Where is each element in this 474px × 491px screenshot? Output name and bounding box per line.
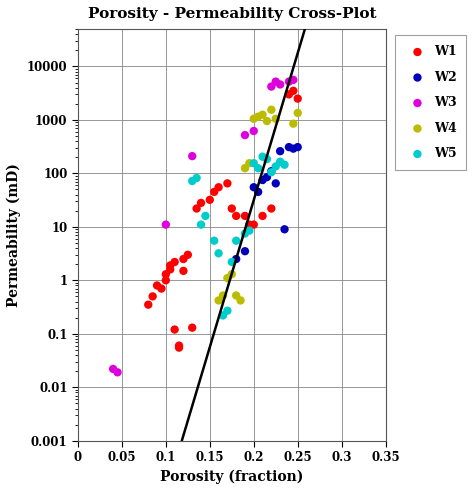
W1 xyxy=(285,90,293,98)
W4 xyxy=(219,292,227,300)
W1 xyxy=(184,251,191,259)
W5 xyxy=(219,311,227,319)
W1 xyxy=(206,196,214,204)
W5 xyxy=(276,158,284,165)
W2 xyxy=(259,176,266,184)
W5 xyxy=(263,155,271,163)
W1 xyxy=(250,220,257,228)
W4 xyxy=(290,120,297,128)
W2 xyxy=(267,167,275,175)
W4 xyxy=(294,109,301,117)
W4 xyxy=(237,297,245,304)
W3 xyxy=(250,127,257,135)
W1 xyxy=(175,344,183,352)
W2 xyxy=(285,143,293,151)
W3 xyxy=(285,78,293,85)
W3 xyxy=(109,365,117,373)
W1 xyxy=(180,255,187,263)
W5 xyxy=(246,227,253,235)
W5 xyxy=(228,258,236,266)
W4 xyxy=(272,115,280,123)
W5 xyxy=(250,159,257,167)
W3 xyxy=(276,81,284,88)
W4 xyxy=(267,106,275,113)
W5 xyxy=(267,168,275,176)
W1 xyxy=(215,183,222,191)
W2 xyxy=(232,255,240,263)
X-axis label: Porosity (fraction): Porosity (fraction) xyxy=(160,470,303,484)
W1 xyxy=(158,285,165,293)
W1 xyxy=(180,267,187,275)
W1 xyxy=(175,342,183,350)
W4 xyxy=(215,297,222,304)
W3 xyxy=(272,78,280,85)
W4 xyxy=(224,274,231,282)
W5 xyxy=(224,307,231,315)
W5 xyxy=(197,220,205,228)
W5 xyxy=(201,212,209,220)
W1 xyxy=(189,324,196,331)
W5 xyxy=(210,237,218,245)
W3 xyxy=(114,368,121,376)
W1 xyxy=(162,270,170,278)
W4 xyxy=(255,113,262,121)
W3 xyxy=(241,131,249,139)
W1 xyxy=(267,205,275,213)
W4 xyxy=(259,111,266,119)
W5 xyxy=(215,249,222,257)
W3 xyxy=(162,220,170,228)
W1 xyxy=(241,212,249,220)
W5 xyxy=(232,237,240,245)
W1 xyxy=(290,87,297,95)
W1 xyxy=(224,179,231,187)
Legend: W1, W2, W3, W4, W5: W1, W2, W3, W4, W5 xyxy=(395,35,466,170)
W2 xyxy=(276,147,284,155)
W5 xyxy=(255,164,262,172)
W2 xyxy=(281,225,288,233)
W5 xyxy=(241,230,249,238)
W1 xyxy=(210,188,218,196)
W2 xyxy=(290,145,297,153)
W2 xyxy=(263,173,271,181)
W1 xyxy=(149,293,156,300)
W5 xyxy=(272,163,280,170)
W2 xyxy=(255,188,262,196)
W1 xyxy=(166,266,174,273)
Title: Porosity - Permeability Cross-Plot: Porosity - Permeability Cross-Plot xyxy=(88,7,376,21)
W4 xyxy=(246,159,253,167)
W1 xyxy=(259,212,266,220)
W1 xyxy=(166,262,174,270)
W4 xyxy=(241,164,249,172)
W1 xyxy=(246,220,253,228)
W2 xyxy=(294,143,301,151)
W3 xyxy=(267,82,275,90)
Y-axis label: Permeability (mD): Permeability (mD) xyxy=(7,163,21,307)
W1 xyxy=(228,205,236,213)
W2 xyxy=(250,183,257,191)
W1 xyxy=(153,281,161,289)
W2 xyxy=(272,179,280,187)
W4 xyxy=(228,270,236,278)
W5 xyxy=(189,177,196,185)
W3 xyxy=(189,152,196,160)
W3 xyxy=(290,76,297,84)
W1 xyxy=(145,301,152,309)
W1 xyxy=(197,199,205,207)
W1 xyxy=(193,205,201,213)
W4 xyxy=(263,117,271,125)
W4 xyxy=(232,292,240,300)
W1 xyxy=(294,95,301,103)
W5 xyxy=(193,174,201,182)
W2 xyxy=(241,247,249,255)
W1 xyxy=(162,276,170,284)
W1 xyxy=(171,258,178,266)
W4 xyxy=(250,115,257,123)
W1 xyxy=(232,212,240,220)
W5 xyxy=(259,153,266,161)
W5 xyxy=(281,161,288,169)
W1 xyxy=(171,326,178,333)
